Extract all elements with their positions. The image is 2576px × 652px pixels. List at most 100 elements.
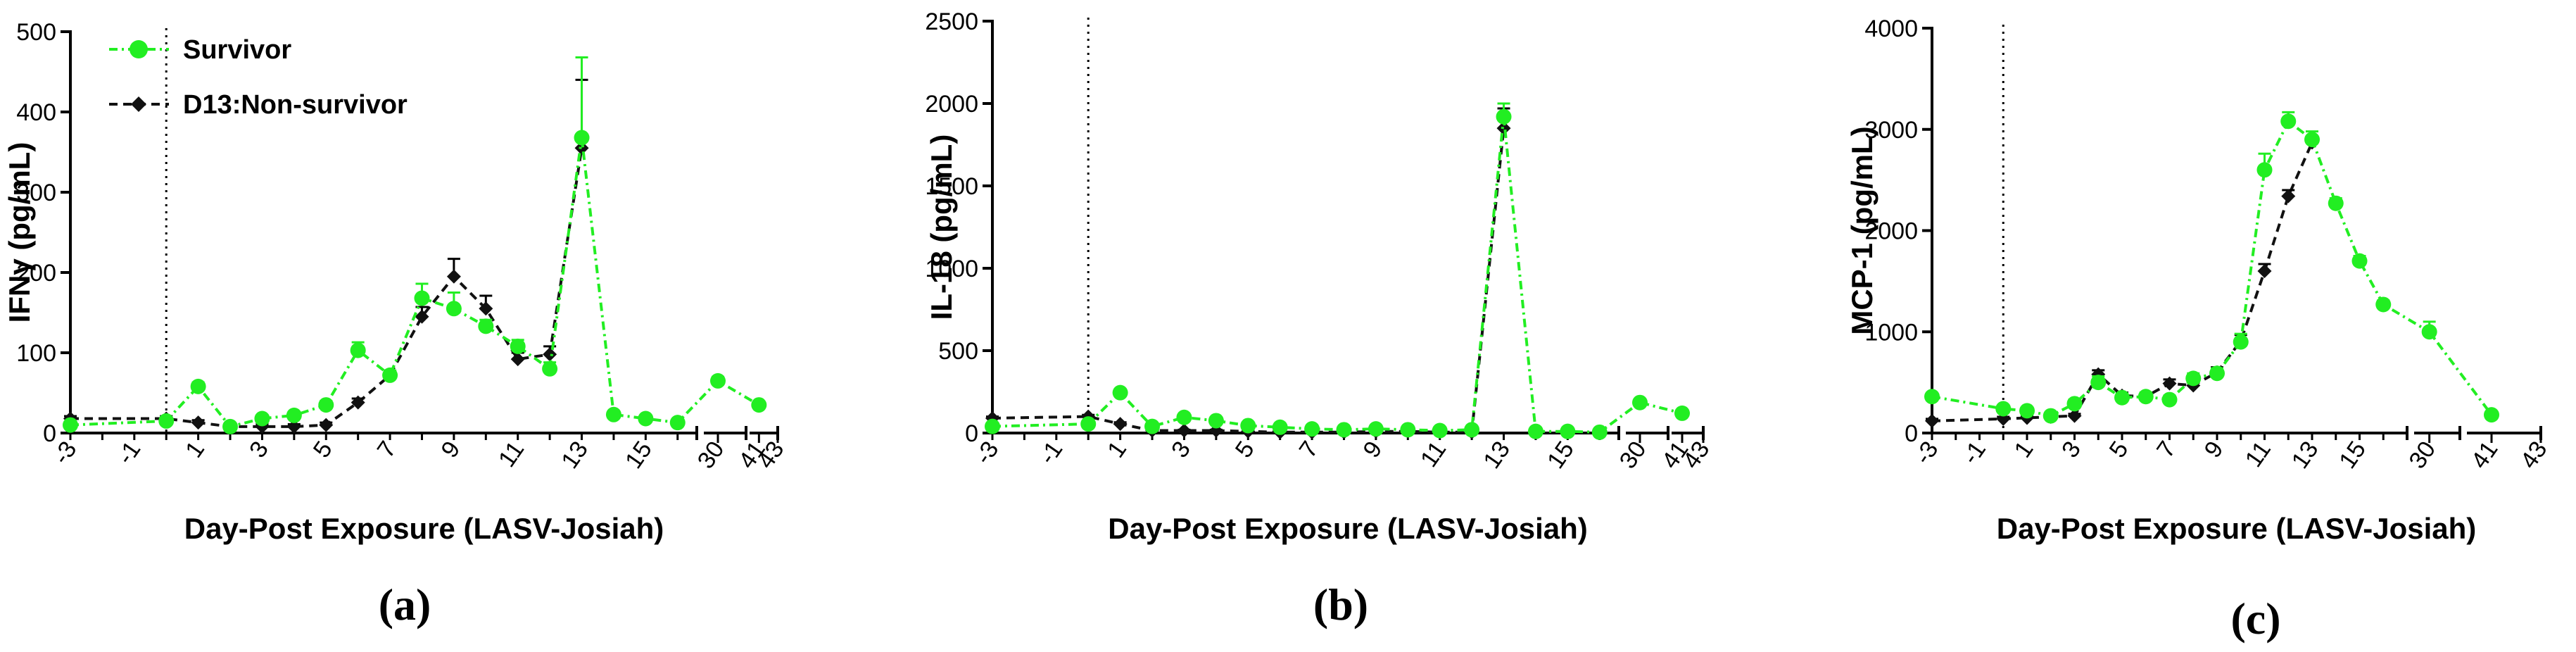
survivor-point [1112,384,1128,401]
x-tick-label: -1 [1957,437,1991,470]
survivor-point [222,418,239,434]
non-survivor-point [286,419,301,434]
x-tick-label: 3 [244,437,274,463]
survivor-point [751,397,767,413]
survivor-point [669,415,686,431]
x-tick-label: 5 [2104,437,2134,463]
x-tick-label: -1 [112,437,146,470]
x-tick-label: 13 [2287,437,2324,474]
y-tick-label: 2000 [1864,218,1918,245]
survivor-point [382,367,398,383]
survivor-point [638,410,654,427]
non-survivor-point [1925,413,1939,428]
y-axis-title: MCP-1 (pg/mL) [1845,126,1879,334]
survivor-point [1304,421,1320,437]
survivor-point [1208,413,1224,429]
non-survivor-point [319,418,334,432]
survivor-point [1496,108,1512,125]
survivor-point [1995,401,2012,417]
survivor-point [2185,370,2202,387]
survivor-point [1432,422,1448,439]
y-tick-label: 1000 [925,256,978,282]
survivor-point [1527,423,1543,439]
survivor-point [2304,132,2320,148]
non-survivor-point [2257,264,2272,278]
survivor-point [1080,416,1097,432]
survivor-point [1144,418,1161,434]
x-tick-label: 43 [2515,437,2553,474]
non-survivor-point [446,269,461,284]
survivor-point [286,407,302,423]
x-axis-title: Day-Post Exposure (LASV-Josiah) [1108,512,1588,545]
series-line-non-survivor [1931,142,2313,422]
x-tick-label: 7 [2152,437,2181,463]
y-tick-label: 2000 [925,91,978,118]
x-tick-label: 7 [1294,437,1324,463]
y-tick-label: 1500 [925,173,978,200]
x-tick-label: 13 [1478,437,1515,474]
x-tick-label: 7 [372,437,402,463]
non-survivor-point [543,347,557,362]
survivor-point [1924,389,1940,405]
survivor-point [2066,396,2083,412]
non-survivor-point [2281,189,2296,203]
y-tick-label: 0 [965,420,978,447]
survivor-point [1240,418,1256,434]
survivor-point [1272,419,1288,435]
y-tick-label: 1000 [1864,319,1918,346]
survivor-point [2375,296,2392,313]
y-tick-label: 0 [43,420,56,447]
x-tick-label: 3 [1166,437,1196,463]
survivor-point [2233,334,2249,350]
survivor-point [2484,407,2499,423]
panel-label: (b) [1313,579,1368,629]
x-tick-label: 11 [2240,437,2276,472]
survivor-point [605,406,621,422]
y-tick-label: 300 [16,180,56,206]
survivor-point [1591,424,1608,440]
y-tick-label: 4000 [1864,15,1918,42]
survivor-point [510,338,526,354]
survivor-point [542,361,558,377]
survivor-point [2114,389,2130,406]
survivor-point [1464,422,1480,438]
survivor-point [2138,389,2154,405]
series-line-survivor [1931,119,2493,418]
x-tick-label: 5 [308,437,338,463]
survivor-point [2090,375,2107,391]
survivor-point [2280,113,2297,130]
survivor-point [350,342,366,358]
survivor-point [710,372,726,389]
y-tick-label: 100 [16,340,56,367]
y-axis-title: IFNγ (pg/mL) [3,142,36,323]
x-tick-label: 5 [1230,437,1260,463]
survivor-point [2161,391,2178,408]
survivor-point [1176,409,1192,425]
survivor-point [1674,405,1690,421]
survivor-point [158,413,175,429]
series-line-survivor [992,116,1683,434]
y-tick-label: 2500 [925,8,978,35]
x-tick-label: 13 [556,437,593,474]
legend-marker-survivor [130,40,148,58]
panel-label: (c) [2230,594,2280,644]
survivor-point [2328,195,2344,211]
survivor-point [2421,324,2437,340]
non-survivor-point [2067,408,2082,423]
x-axis-title: Day-Post Exposure (LASV-Josiah) [184,512,664,545]
survivor-point [1368,421,1384,437]
non-survivor-point [415,309,429,324]
panel-label: (a) [379,579,431,629]
series-line-survivor [70,137,760,429]
non-survivor-point [1113,417,1128,432]
x-tick-label: 9 [1358,437,1387,463]
x-tick-label: 11 [1415,437,1451,472]
non-survivor-point [1177,423,1192,438]
x-tick-label: 15 [620,437,657,474]
non-survivor-point [510,352,525,367]
survivor-point [414,290,430,306]
y-tick-label: 0 [1905,420,1918,447]
survivor-point [1560,423,1576,439]
non-survivor-point [351,395,365,410]
